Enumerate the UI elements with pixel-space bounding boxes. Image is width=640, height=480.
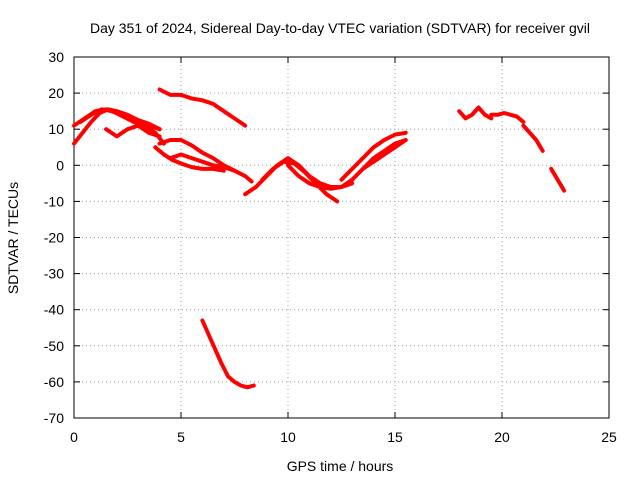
x-tick-label: 25 — [601, 429, 617, 445]
y-tick-label: 0 — [56, 157, 64, 173]
y-tick-label: -50 — [44, 338, 64, 354]
axis-ticks: 0 5 10 15 20 25 30 20 10 0 -10 -20 -30 -40 -50 -60 -70 — [44, 49, 617, 445]
x-tick-label: 5 — [177, 429, 185, 445]
series-track-18 — [549, 166, 567, 193]
y-tick-label: -60 — [44, 374, 64, 390]
x-tick-label: 15 — [387, 429, 403, 445]
series-track-11 — [260, 159, 340, 204]
series-track-5 — [157, 138, 254, 184]
data-series — [72, 87, 567, 390]
y-tick-label: 10 — [48, 121, 64, 137]
series-track-9 — [200, 318, 256, 390]
series-track-6 — [153, 145, 226, 173]
x-tick-label: 0 — [70, 429, 78, 445]
y-tick-label: -10 — [44, 193, 64, 209]
y-axis-label: SDTVAR / TECUs — [5, 182, 21, 294]
chart-title: Day 351 of 2024, Sidereal Day-to-day VTE… — [90, 20, 590, 36]
y-tick-label: 20 — [48, 85, 64, 101]
series-track-13 — [339, 130, 408, 182]
series-track-3 — [78, 107, 166, 146]
series-track-4 — [104, 123, 162, 139]
series-track-16 — [489, 111, 526, 124]
series-track-7 — [168, 152, 237, 173]
series-track-14 — [360, 138, 408, 171]
y-tick-label: -20 — [44, 230, 64, 246]
x-tick-label: 10 — [280, 429, 296, 445]
series-track-17 — [521, 123, 545, 153]
y-tick-label: -30 — [44, 266, 64, 282]
x-axis-label: GPS time / hours — [287, 458, 394, 474]
series-track-8 — [157, 87, 248, 128]
y-tick-label: 30 — [48, 49, 64, 65]
y-tick-label: -70 — [44, 410, 64, 426]
series-track-15 — [457, 105, 494, 121]
series-track-12 — [286, 138, 408, 191]
x-tick-label: 20 — [494, 429, 510, 445]
y-tick-label: -40 — [44, 302, 64, 318]
grid-lines — [74, 57, 609, 418]
